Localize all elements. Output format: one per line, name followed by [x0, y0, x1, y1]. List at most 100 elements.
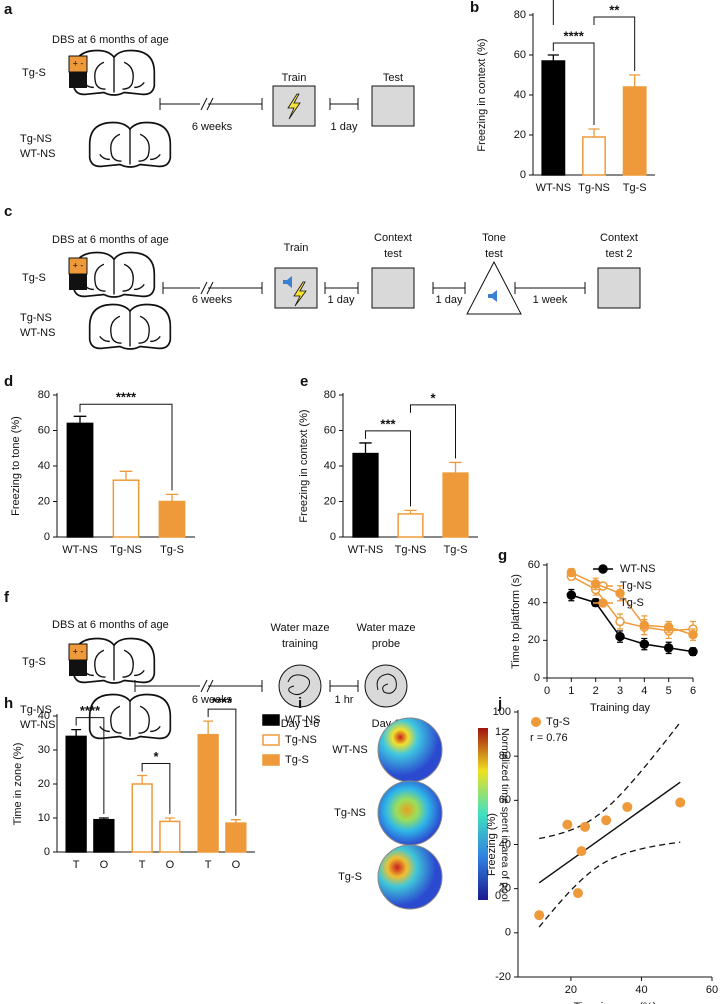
legend-marker — [598, 598, 608, 608]
x-tick-label: 1 — [568, 685, 574, 697]
panel-label: d — [4, 373, 13, 390]
panel-label: a — [4, 1, 13, 18]
panel-label: b — [470, 0, 479, 16]
colorbar-tick: 0 — [495, 890, 501, 902]
x-tick-label: O — [166, 859, 175, 871]
interval-label: 6 weeks — [192, 694, 233, 706]
swim-path — [376, 673, 397, 694]
significance-bracket — [75, 717, 105, 814]
error-bar — [230, 819, 241, 824]
y-tick-label: 80 — [324, 389, 336, 401]
step-label: probe — [372, 638, 400, 650]
y-tick-label: 40 — [324, 460, 336, 472]
error-bar — [404, 509, 417, 514]
significance-label: ** — [609, 2, 620, 17]
x-tick-label: WT-NS — [536, 182, 571, 194]
legend-label: WT-NS — [620, 563, 655, 575]
bar — [352, 452, 379, 538]
y-tick-label: 80 — [38, 389, 50, 401]
x-tick-label: Tg-NS — [395, 544, 427, 556]
significance-bracket — [552, 0, 554, 25]
train-box — [274, 267, 318, 309]
x-tick-label: O — [232, 859, 241, 871]
brain-icon — [88, 121, 172, 168]
diagram-title: DBS at 6 months of age — [52, 234, 169, 246]
x-tick-label: 4 — [641, 685, 647, 697]
error-bar — [449, 461, 462, 474]
point — [580, 821, 591, 832]
point — [576, 846, 587, 857]
panel-label: f — [4, 589, 10, 606]
point — [601, 815, 612, 826]
group-label: WT-NS — [20, 148, 55, 160]
group-label: Tg-NS — [20, 704, 52, 716]
x-tick-label: 20 — [565, 984, 577, 996]
y-axis-label: Freezing in context (%) — [476, 38, 488, 151]
bar — [541, 60, 566, 176]
water-maze — [278, 664, 322, 708]
marker — [663, 643, 674, 653]
step-label: test — [485, 248, 503, 260]
x-tick-label: 3 — [617, 685, 623, 697]
bar — [158, 500, 186, 538]
point — [534, 910, 545, 921]
error-bar — [203, 720, 214, 735]
y-tick-label: 60 — [528, 559, 540, 571]
step-label: Context — [600, 232, 638, 244]
point — [572, 888, 583, 899]
step-label: Water maze — [357, 622, 416, 634]
y-tick-label: 60 — [324, 424, 336, 436]
x-tick-label: T — [205, 859, 212, 871]
x-tick-label: Tg-S — [160, 544, 184, 556]
interval-label: 1 day — [328, 294, 355, 306]
x-tick-label: 40 — [635, 984, 647, 996]
bar — [582, 136, 606, 176]
y-tick-label: 60 — [38, 424, 50, 436]
group-label: Tg-S — [22, 656, 46, 668]
y-tick-label: 20 — [324, 495, 336, 507]
error-bar — [588, 128, 600, 137]
panel-label: e — [300, 373, 308, 390]
significance-bracket — [593, 16, 636, 71]
step-label: Test — [383, 72, 403, 84]
stimulator-label: + - — [73, 646, 84, 656]
test-box — [371, 267, 415, 309]
legend-label: Tg-S — [546, 716, 570, 728]
y-axis-label: Time to platform (s) — [510, 574, 522, 669]
significance-bracket — [365, 430, 411, 507]
y-tick-label: 40 — [514, 89, 526, 101]
bar — [197, 733, 219, 853]
bar — [112, 479, 140, 538]
legend-label: WT-NS — [285, 714, 320, 726]
y-axis-label: Freezing to tone (%) — [10, 416, 22, 516]
x-tick-label: Tg-NS — [110, 544, 142, 556]
brain-icon — [88, 303, 172, 350]
bar — [225, 822, 247, 853]
y-tick-label: 0 — [520, 169, 526, 181]
point — [622, 801, 633, 812]
marker — [566, 590, 577, 600]
step-label: Tone — [482, 232, 506, 244]
diagram-title: DBS at 6 months of age — [52, 619, 169, 631]
interval-label: 6 weeks — [192, 121, 233, 133]
error-bar — [73, 415, 87, 424]
timeline — [432, 282, 466, 294]
x-axis-label: Time in zone (%) — [574, 1001, 657, 1004]
group-label: WT-NS — [20, 327, 55, 339]
diagram-title: DBS at 6 months of age — [52, 34, 169, 46]
legend-label: Tg-S — [285, 754, 309, 766]
x-tick-label: Tg-S — [623, 182, 647, 194]
marker — [688, 646, 698, 657]
significance-bracket — [141, 763, 171, 814]
significance-label: * — [430, 390, 436, 405]
y-tick-label: 40 — [499, 838, 511, 850]
y-tick-label: 0 — [330, 531, 336, 543]
x-tick-label: T — [139, 859, 146, 871]
bar — [159, 820, 181, 853]
x-tick-label: Tg-NS — [578, 182, 610, 194]
interval-label: 1 hr — [335, 694, 354, 706]
step-label: Train — [282, 72, 307, 84]
group-label: Tg-S — [22, 272, 46, 284]
step-label: Water maze — [271, 622, 330, 634]
bar — [397, 513, 424, 538]
